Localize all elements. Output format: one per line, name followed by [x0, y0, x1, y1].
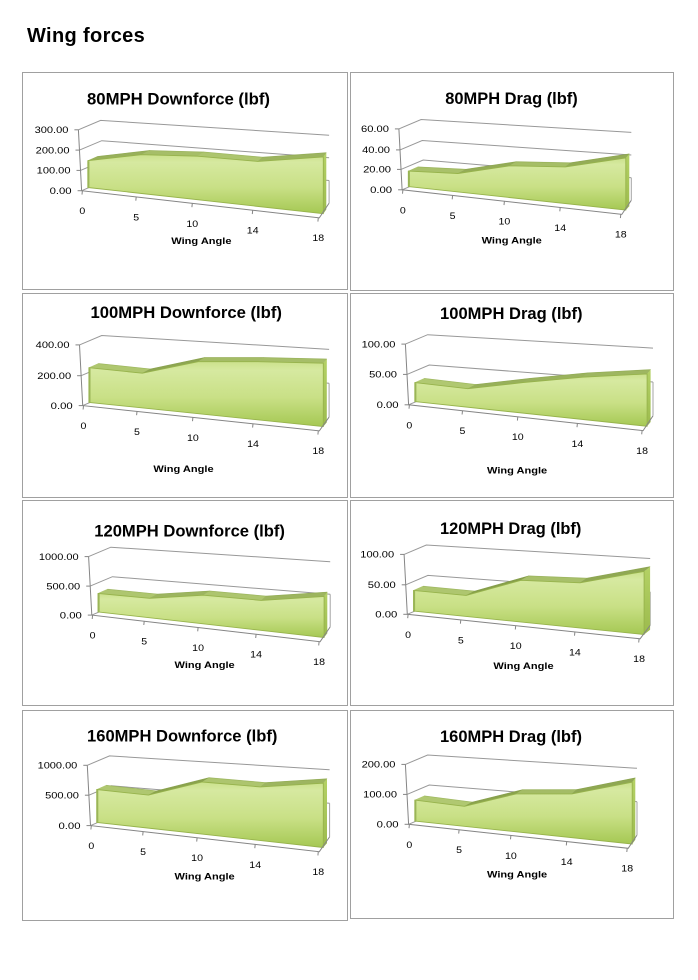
svg-text:18: 18	[621, 864, 633, 874]
svg-text:300.00: 300.00	[34, 125, 68, 135]
svg-text:0: 0	[399, 205, 405, 215]
svg-text:Wing Angle: Wing Angle	[174, 871, 234, 882]
svg-text:200.00: 200.00	[35, 145, 69, 155]
svg-text:5: 5	[134, 426, 140, 436]
svg-text:100MPH Downforce (lbf): 100MPH Downforce (lbf)	[90, 303, 282, 322]
svg-text:5: 5	[456, 845, 462, 855]
svg-text:14: 14	[560, 857, 572, 867]
svg-text:0: 0	[89, 631, 95, 641]
svg-text:10: 10	[192, 643, 204, 653]
svg-text:18: 18	[636, 445, 648, 455]
svg-text:160MPH Downforce (lbf): 160MPH Downforce (lbf)	[87, 726, 277, 745]
svg-text:18: 18	[312, 233, 324, 243]
svg-text:200.00: 200.00	[37, 370, 71, 380]
svg-text:14: 14	[571, 438, 583, 448]
svg-text:Wing Angle: Wing Angle	[487, 870, 547, 881]
svg-text:5: 5	[449, 210, 455, 220]
svg-text:1000.00: 1000.00	[38, 552, 78, 562]
svg-text:0: 0	[406, 840, 412, 850]
svg-text:1000.00: 1000.00	[37, 761, 77, 771]
svg-text:14: 14	[249, 860, 261, 870]
svg-text:14: 14	[569, 647, 581, 657]
svg-text:200.00: 200.00	[361, 760, 395, 770]
svg-text:60.00: 60.00	[361, 124, 389, 134]
svg-text:10: 10	[186, 218, 198, 228]
svg-text:0.00: 0.00	[376, 820, 398, 830]
svg-text:Wing Angle: Wing Angle	[171, 235, 231, 246]
svg-text:0: 0	[79, 206, 85, 216]
svg-text:0.00: 0.00	[49, 185, 71, 195]
svg-text:0.00: 0.00	[50, 400, 72, 410]
svg-text:0.00: 0.00	[375, 610, 397, 620]
svg-text:0.00: 0.00	[376, 400, 398, 410]
svg-text:0.00: 0.00	[58, 821, 80, 831]
svg-text:10: 10	[509, 641, 521, 651]
svg-text:100.00: 100.00	[363, 790, 397, 800]
svg-text:120MPH Drag (lbf): 120MPH Drag (lbf)	[440, 519, 581, 538]
svg-text:10: 10	[511, 432, 523, 442]
svg-text:5: 5	[140, 847, 146, 857]
svg-text:Wing Angle: Wing Angle	[487, 465, 547, 476]
svg-text:500.00: 500.00	[46, 581, 80, 591]
svg-text:18: 18	[633, 654, 645, 664]
svg-text:Wing Angle: Wing Angle	[153, 464, 213, 475]
svg-text:80MPH Downforce (lbf): 80MPH Downforce (lbf)	[87, 89, 270, 108]
svg-text:100.00: 100.00	[360, 550, 394, 560]
svg-text:Wing Angle: Wing Angle	[481, 235, 541, 246]
svg-text:0: 0	[80, 421, 86, 431]
svg-text:10: 10	[498, 216, 510, 226]
svg-text:120MPH Downforce (lbf): 120MPH Downforce (lbf)	[94, 521, 285, 540]
svg-text:14: 14	[246, 225, 258, 235]
svg-text:5: 5	[133, 212, 139, 222]
svg-text:0: 0	[406, 420, 412, 430]
svg-text:50.00: 50.00	[369, 369, 397, 379]
svg-text:5: 5	[457, 635, 463, 645]
svg-text:14: 14	[247, 439, 259, 449]
svg-text:20.00: 20.00	[363, 164, 391, 174]
svg-text:0.00: 0.00	[370, 185, 392, 195]
svg-text:400.00: 400.00	[35, 340, 69, 350]
svg-text:100.00: 100.00	[361, 339, 395, 349]
svg-text:40.00: 40.00	[362, 145, 390, 155]
svg-text:10: 10	[191, 853, 203, 863]
svg-text:18: 18	[312, 446, 324, 456]
svg-text:18: 18	[312, 867, 324, 877]
svg-text:50.00: 50.00	[367, 580, 395, 590]
svg-text:160MPH Drag (lbf): 160MPH Drag (lbf)	[440, 727, 582, 746]
svg-text:500.00: 500.00	[45, 790, 79, 800]
svg-text:10: 10	[187, 432, 199, 442]
svg-text:100.00: 100.00	[36, 165, 70, 175]
svg-text:14: 14	[250, 650, 262, 660]
svg-text:18: 18	[313, 657, 325, 667]
svg-text:0: 0	[405, 630, 411, 640]
svg-text:5: 5	[141, 637, 147, 647]
svg-text:18: 18	[614, 229, 626, 239]
svg-text:0: 0	[88, 841, 94, 851]
svg-text:80MPH Drag (lbf): 80MPH Drag (lbf)	[445, 89, 578, 108]
svg-text:0.00: 0.00	[59, 610, 81, 620]
svg-text:14: 14	[554, 222, 566, 232]
svg-text:Wing Angle: Wing Angle	[174, 660, 234, 671]
svg-text:Wing Angle: Wing Angle	[493, 661, 553, 672]
svg-text:10: 10	[505, 851, 517, 861]
svg-text:5: 5	[459, 426, 465, 436]
svg-text:100MPH Drag (lbf): 100MPH Drag (lbf)	[440, 304, 583, 323]
